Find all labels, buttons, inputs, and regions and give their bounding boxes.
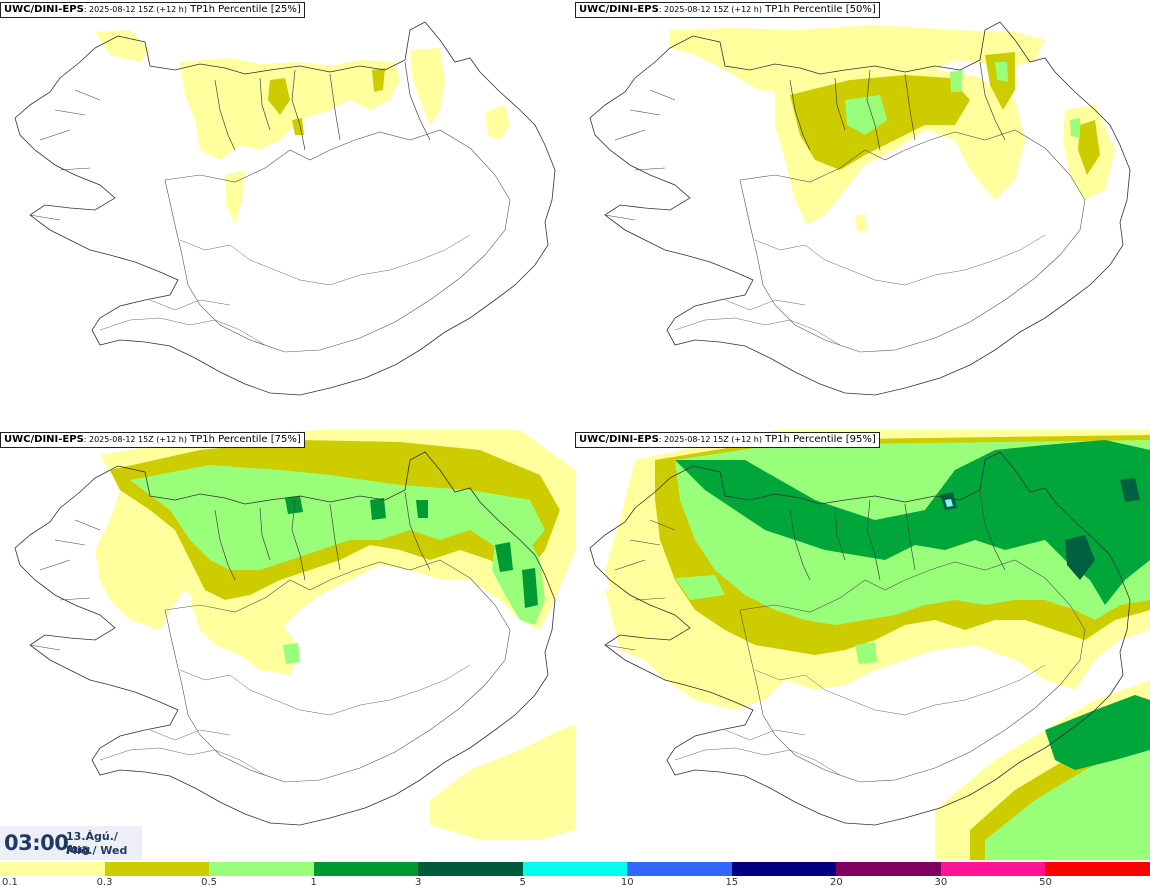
colorbar-ticks: 0.1 0.3 0.5 1 3 5 10 15 20 30 50 — [0, 877, 1150, 891]
run-label: : 2025-08-12 15Z (+12 h) — [83, 5, 187, 14]
colorbar-tick-label: 1 — [310, 877, 317, 888]
valid-time-box: 03:00 13.Ágú./ Aug Mið./ Wed — [0, 826, 142, 860]
colorbar-segment — [209, 862, 314, 876]
run-label: : 2025-08-12 15Z (+12 h) — [658, 435, 762, 444]
valid-date-line2: Mið./ Wed — [66, 844, 128, 857]
colorbar-segment — [836, 862, 941, 876]
field-label: TP1h Percentile [95%] — [761, 434, 876, 445]
precip-colorbar — [0, 862, 1150, 876]
colorbar-segment — [731, 862, 837, 876]
precip-field — [670, 25, 1115, 232]
colorbar-segment — [522, 862, 628, 876]
field-label: TP1h Percentile [50%] — [761, 4, 876, 15]
colorbar-segment — [627, 862, 732, 876]
precip-map-50 — [589, 21, 1131, 396]
panel-header: UWC/DINI-EPS: 2025-08-12 15Z (+12 h) TP1… — [575, 432, 880, 448]
precip-map-25 — [14, 21, 556, 396]
colorbar-tick-label: 0.5 — [201, 877, 218, 888]
precip-field — [95, 30, 510, 225]
panel-header: UWC/DINI-EPS: 2025-08-12 15Z (+12 h) TP1… — [0, 432, 305, 448]
colorbar-tick-label: 3 — [414, 877, 422, 888]
colorbar-tick-label: 5 — [519, 877, 526, 888]
precip-map-75 — [14, 430, 575, 840]
precip-field — [95, 430, 575, 840]
run-label: : 2025-08-12 15Z (+12 h) — [658, 5, 762, 14]
model-label: UWC/DINI-EPS — [4, 4, 84, 15]
field-label: TP1h Percentile [25%] — [186, 4, 301, 15]
map-panel-50: UWC/DINI-EPS: 2025-08-12 15Z (+12 h) TP1… — [575, 0, 1150, 430]
panel-header: UWC/DINI-EPS: 2025-08-12 15Z (+12 h) TP1… — [0, 2, 305, 18]
colorbar-segment — [0, 862, 105, 876]
colorbar-tick-label: 0.3 — [96, 877, 113, 888]
model-label: UWC/DINI-EPS — [579, 4, 659, 15]
colorbar-tick-label: 0.1 — [2, 877, 18, 888]
model-label: UWC/DINI-EPS — [579, 434, 659, 445]
colorbar-tick-label: 20 — [829, 877, 843, 888]
precip-field — [605, 430, 1150, 860]
valid-date-line1: 13.Ágú./ Aug — [66, 830, 118, 856]
valid-time: 03:00 — [4, 831, 69, 855]
colorbar-tick-label: 10 — [620, 877, 634, 888]
panel-header: UWC/DINI-EPS: 2025-08-12 15Z (+12 h) TP1… — [575, 2, 880, 18]
precip-map-95 — [589, 430, 1150, 860]
colorbar-segment — [1045, 862, 1150, 876]
field-label: TP1h Percentile [75%] — [186, 434, 301, 445]
map-panel-25: UWC/DINI-EPS: 2025-08-12 15Z (+12 h) TP1… — [0, 0, 575, 430]
colorbar-segment — [940, 862, 1046, 876]
colorbar-tick-label: 50 — [1039, 877, 1052, 888]
colorbar-tick-label: 30 — [934, 877, 948, 888]
model-label: UWC/DINI-EPS — [4, 434, 84, 445]
colorbar-tick-label: 15 — [725, 877, 739, 888]
colorbar-segment — [313, 862, 419, 876]
map-panel-75: UWC/DINI-EPS: 2025-08-12 15Z (+12 h) TP1… — [0, 430, 575, 860]
run-label: : 2025-08-12 15Z (+12 h) — [83, 435, 187, 444]
colorbar-segment — [418, 862, 523, 876]
colorbar-segment — [104, 862, 210, 876]
map-panel-95: UWC/DINI-EPS: 2025-08-12 15Z (+12 h) TP1… — [575, 430, 1150, 860]
